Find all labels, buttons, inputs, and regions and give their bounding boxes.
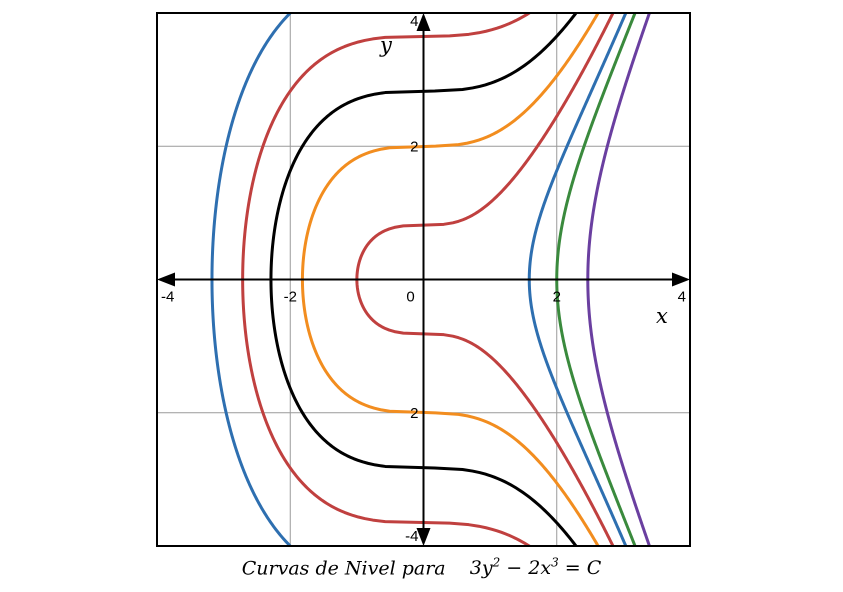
x-tick-label: 4 [678, 289, 686, 306]
y-tick-label: 2 [410, 405, 418, 422]
plot-frame [156, 12, 691, 547]
level-curve-5 [355, 13, 615, 546]
y-tick-label: 4 [410, 13, 418, 30]
x-axis-arrow-right [672, 272, 690, 287]
y-axis-label: y [379, 33, 393, 57]
x-axis-arrow-left [157, 272, 175, 287]
x-tick-label: 2 [553, 289, 561, 306]
y-axis-arrow-up [416, 13, 431, 31]
y-tick-label: 2 [410, 138, 418, 155]
title-prefix: Curvas de Nivel para [241, 557, 446, 580]
axes [157, 13, 690, 546]
x-axis-label: x [656, 304, 668, 328]
chart-title: Curvas de Nivel para 3y2 − 2x3 = C [0, 556, 843, 579]
level-curve-8 [586, 13, 652, 546]
y-axis-arrow-down [416, 528, 431, 546]
x-tick-label: 0 [406, 289, 414, 306]
y-tick-label: -4 [405, 528, 418, 545]
level-curves [210, 13, 652, 546]
x-tick-label: -4 [161, 289, 174, 306]
title-equation: 3y2 − 2x3 = C [469, 556, 602, 580]
tick-labels: -4 -2 0 2 4 4 2 2 -4 [161, 13, 686, 545]
x-tick-label: -2 [284, 289, 297, 306]
